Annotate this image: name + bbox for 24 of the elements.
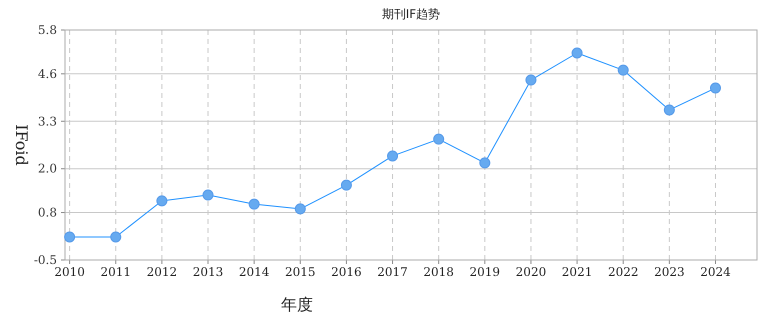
- x-tick-label: 2022: [608, 265, 638, 279]
- x-tick-label: 2017: [377, 265, 408, 279]
- x-tick-label: 2011: [100, 265, 132, 279]
- y-tick-label: 4.6: [38, 66, 57, 81]
- x-tick-label: 2010: [54, 265, 85, 279]
- x-axis-title: 年度: [281, 295, 313, 314]
- x-tick-label: 2021: [562, 265, 592, 279]
- x-tick-label: 2012: [146, 265, 178, 279]
- x-tick-label: 2019: [470, 265, 500, 279]
- y-axis-title: IFoid: [12, 124, 31, 166]
- y-tick-label: 3.3: [38, 114, 57, 128]
- y-tick-label: 5.8: [38, 23, 57, 37]
- x-tick-label: 2014: [238, 265, 270, 279]
- x-tick-label: 2024: [700, 265, 732, 279]
- y-tick-label: 2.0: [38, 162, 57, 176]
- x-tick-label: 2018: [423, 265, 454, 279]
- x-tick-label: 2013: [192, 265, 224, 279]
- y-tick-label: 0.8: [38, 206, 57, 220]
- x-tick-label: 2023: [654, 265, 685, 279]
- chart-title: 期刊IF趋势: [382, 7, 440, 21]
- y-tick-label: -0.5: [34, 253, 57, 267]
- x-tick-label: 2015: [285, 265, 316, 279]
- x-tick-label: 2020: [516, 265, 546, 279]
- x-tick-label: 2016: [331, 265, 362, 279]
